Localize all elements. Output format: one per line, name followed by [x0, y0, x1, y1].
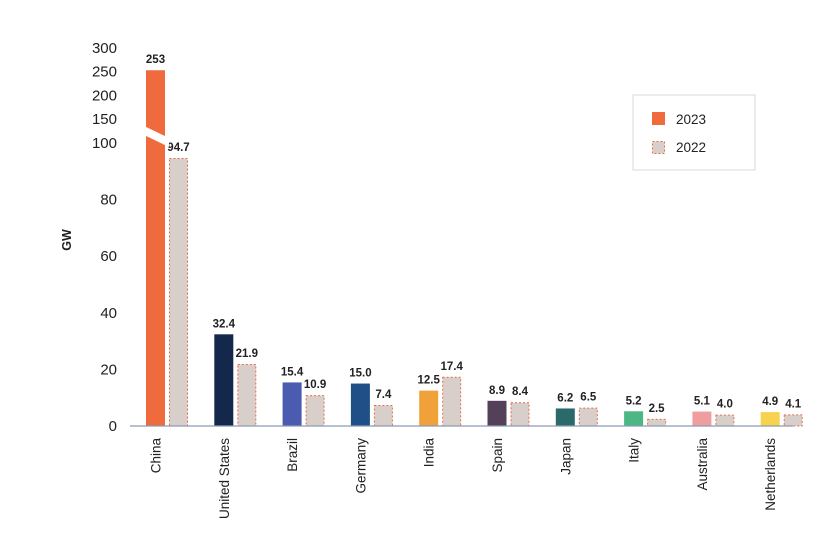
y-tick-label: 80	[100, 192, 117, 209]
value-label-2022: 8.4	[512, 386, 529, 398]
value-label-2022: 6.5	[580, 392, 597, 404]
y-tick-label: 40	[100, 305, 117, 322]
value-label-2022: 7.4	[375, 389, 392, 401]
bar-2022-spain	[510, 402, 530, 427]
bar-2022-brazil	[305, 395, 325, 427]
x-tick-label: Spain	[490, 438, 505, 473]
value-label-2022: 4.0	[717, 399, 733, 411]
value-label-2023: 8.9	[489, 385, 505, 397]
value-label-2022: 4.1	[785, 398, 802, 410]
value-label-2023: 4.9	[762, 396, 778, 408]
value-label-2022: 10.9	[304, 379, 326, 391]
y-tick-label: 250	[92, 64, 117, 81]
y-tick-label: 100	[92, 135, 117, 152]
bar-2023-united-states	[214, 334, 234, 426]
x-tick-label: India	[422, 438, 437, 468]
bar-2022-italy	[647, 418, 667, 427]
x-tick-label: Japan	[558, 438, 573, 475]
value-label-2023: 15.0	[349, 368, 371, 380]
legend-swatch-2023	[652, 112, 665, 125]
bar-2023-netherlands	[760, 412, 780, 426]
axis-break-mark	[142, 125, 169, 147]
y-tick-label: 200	[92, 87, 117, 104]
value-label-2022: 21.9	[236, 348, 258, 360]
legend-box	[632, 94, 756, 171]
legend: 2023 2022	[632, 94, 756, 171]
bar-2023-germany	[350, 383, 370, 426]
value-label-2022: 94.7	[167, 142, 189, 154]
legend-label-2023: 2023	[676, 112, 706, 127]
value-label-2023: 32.4	[213, 318, 236, 330]
bars: 253 94.7 32.4 21.9 15.410.9 15.0 7.4 12.517.4 8.…	[142, 54, 803, 427]
bar-2022-india	[442, 376, 462, 427]
bar-2023-spain	[487, 400, 507, 426]
bar-2023-india	[419, 390, 439, 426]
value-label-2023: 12.5	[418, 375, 441, 387]
value-label-2022: 17.4	[441, 361, 464, 373]
x-tick-label: Australia	[695, 438, 710, 491]
bar-2022-netherlands	[783, 414, 803, 427]
x-tick-label: Italy	[627, 438, 642, 463]
value-label-2023: 253	[146, 54, 165, 66]
value-label-2023: 5.1	[694, 396, 711, 408]
bar-2022-united-states	[237, 364, 257, 427]
bar-2023-japan	[555, 408, 575, 426]
y-tick-label: 300	[92, 40, 117, 57]
y-tick-label: 150	[92, 111, 117, 128]
bar-2023-australia	[692, 411, 712, 426]
y-axis: 0 20 40 60 80 100 150 200 250 300	[92, 40, 117, 435]
y-tick-label: 20	[100, 361, 117, 378]
bar-2022-japan	[578, 407, 598, 427]
bar-2022-china	[169, 157, 188, 427]
legend-swatch-2022	[652, 141, 665, 154]
x-tick-label: China	[149, 438, 164, 474]
value-label-2023: 5.2	[626, 395, 642, 407]
value-label-2023: 6.2	[557, 392, 573, 404]
bar-2023-brazil	[282, 382, 302, 426]
y-axis-label: GW	[60, 229, 74, 251]
x-tick-label: Brazil	[285, 438, 300, 472]
bar-2022-australia	[715, 414, 735, 427]
x-tick-label: Germany	[353, 438, 368, 494]
x-axis-labels: China United States Brazil Germany India Spai…	[149, 438, 779, 520]
x-tick-label: Netherlands	[763, 438, 778, 511]
y-tick-label: 60	[100, 248, 117, 265]
bar-2023-italy	[624, 411, 644, 426]
x-tick-label: United States	[217, 438, 232, 519]
y-tick-label: 0	[109, 418, 117, 435]
value-label-2023: 15.4	[281, 366, 304, 378]
legend-label-2022: 2022	[676, 140, 706, 155]
value-label-2022: 2.5	[649, 403, 666, 415]
bar-2023-china	[146, 70, 165, 426]
bar-2022-germany	[373, 405, 393, 427]
